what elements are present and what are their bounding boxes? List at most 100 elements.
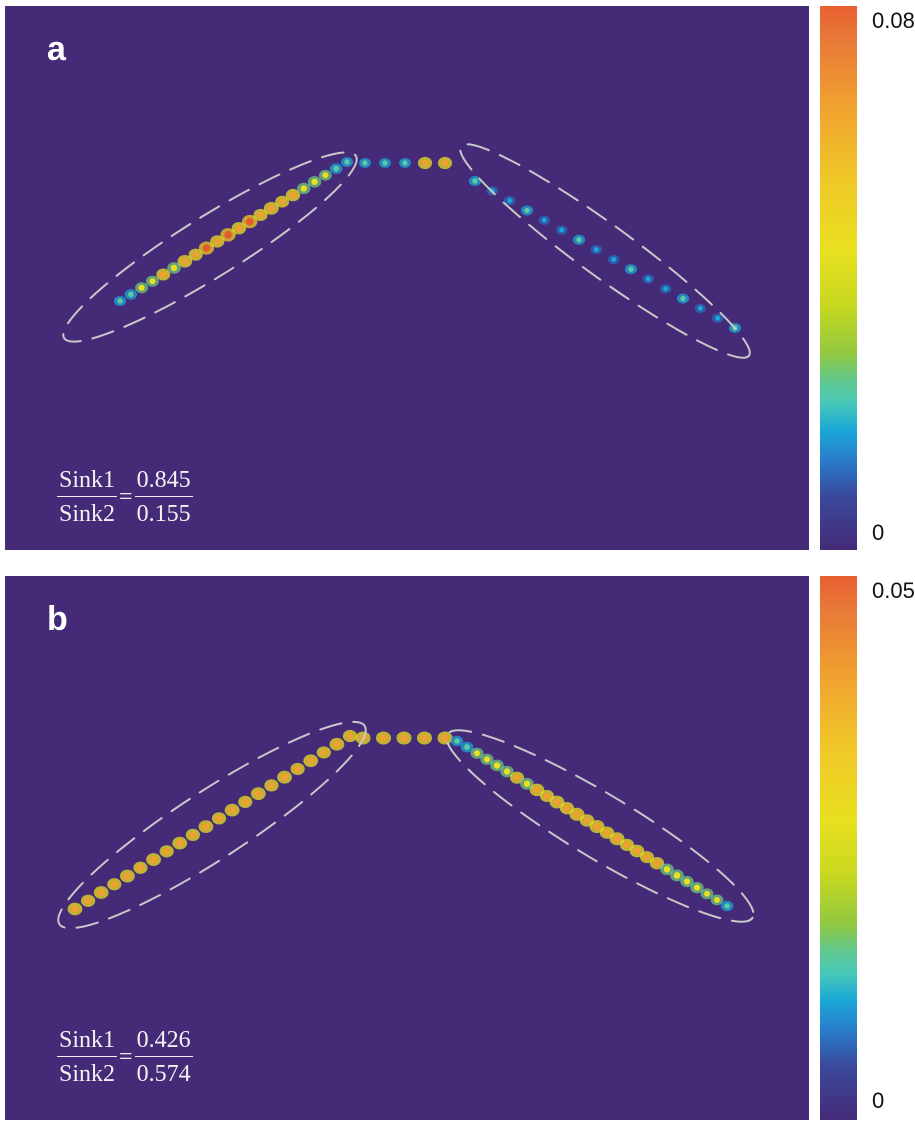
light-spot-core (628, 266, 634, 272)
light-spot-core (333, 165, 340, 172)
light-spot-core (268, 782, 275, 789)
light-spot-core (421, 159, 429, 167)
light-spot-core (503, 768, 511, 775)
light-spot-core (322, 172, 329, 179)
light-spot-core (163, 847, 171, 855)
light-spot-core (138, 284, 145, 291)
light-spot-core (280, 773, 289, 781)
light-spot-core (523, 780, 531, 788)
light-spot-core (294, 765, 302, 773)
colorbar-gradient (820, 576, 857, 1120)
light-spot-core (202, 244, 211, 252)
light-spot-core (362, 160, 368, 166)
light-spot-core (420, 734, 429, 742)
light-spot-core (307, 757, 315, 765)
light-spot-core (472, 178, 478, 184)
light-spot-core (583, 816, 591, 824)
right-arm-dashed-outline (445, 729, 755, 923)
light-spot-core (71, 905, 79, 913)
light-spot-core (464, 744, 470, 750)
light-spot-core (245, 217, 254, 226)
colorbar-gradient (820, 6, 857, 550)
light-spot-core (400, 734, 408, 742)
light-spot-core (603, 829, 611, 837)
light-spot-core (344, 159, 350, 165)
sink1-value: 0.426 (134, 1028, 193, 1057)
light-spot-core (593, 822, 601, 831)
light-spot-core (149, 855, 158, 864)
equals-sign: = (119, 1044, 133, 1070)
sink-label-fraction: Sink1 Sink2 (57, 468, 118, 527)
light-spot-core (613, 835, 621, 843)
light-spot-core (493, 762, 501, 769)
light-spot-core (254, 790, 262, 798)
light-spot-core (623, 841, 631, 849)
light-spot-core (110, 880, 118, 888)
light-spot-core (663, 286, 669, 292)
light-spot-core (643, 853, 651, 861)
light-spot-core (159, 271, 167, 278)
light-spot-core (224, 231, 232, 239)
light-spot-core (149, 278, 156, 285)
light-spot-core (213, 237, 221, 245)
sink1-value: 0.845 (134, 468, 193, 497)
light-spot-core (714, 896, 720, 903)
panel-label: b (47, 600, 68, 638)
light-spot-core (507, 198, 513, 204)
light-spot-core (704, 890, 710, 897)
light-spot-core (541, 217, 547, 223)
light-spot-core (559, 227, 565, 233)
panel-b-intensity-map: b Sink1 Sink2 = 0.426 0.574 (5, 576, 809, 1120)
light-spot-core (683, 878, 691, 885)
light-spot-core (235, 224, 243, 232)
light-spot-core (123, 872, 131, 880)
light-spot-core (170, 264, 178, 272)
light-spot-core (611, 256, 617, 262)
light-spot-core (697, 305, 703, 311)
light-spot-core (257, 211, 264, 219)
light-spot-core (633, 847, 641, 855)
light-spot-core (653, 859, 661, 867)
light-spot-core (680, 295, 686, 302)
light-spot-core (202, 823, 210, 831)
light-spot-core (483, 756, 491, 763)
light-spot-core (137, 864, 144, 872)
sink-label-fraction: Sink1 Sink2 (57, 1028, 118, 1087)
sink2-label: Sink2 (59, 1061, 116, 1087)
colorbar-a-max-label: 0.08 (872, 8, 915, 33)
light-spot-core (645, 276, 651, 282)
colorbar-b (820, 576, 857, 1120)
left-arm-dashed-outline (62, 151, 358, 343)
light-spot-core (715, 315, 721, 321)
light-spot-core (524, 207, 530, 214)
sink2-label: Sink2 (59, 501, 116, 527)
light-spot-core (593, 247, 599, 253)
panel-label: a (47, 30, 66, 68)
colorbar-b-max-label: 0.05 (872, 578, 915, 603)
light-spot-core (553, 798, 561, 806)
light-spot-core (543, 792, 551, 800)
light-spot-core (311, 178, 318, 186)
colorbar-a-min-label: 0 (872, 520, 885, 545)
light-spot-core (267, 204, 275, 212)
light-spot-core (241, 798, 249, 806)
light-spot-core (97, 888, 105, 897)
sink2-value: 0.155 (136, 501, 191, 527)
light-spot-core (573, 810, 581, 819)
light-spot-core (563, 804, 571, 812)
sink-value-fraction: 0.426 0.574 (134, 1028, 193, 1086)
panel-a-waveguide-plot (62, 143, 751, 359)
panel-a-intensity-map: a Sink1 Sink2 = 0.845 0.155 (5, 6, 809, 550)
light-spot-core (379, 734, 388, 742)
equals-sign: = (119, 484, 133, 510)
left-arm-dashed-outline (57, 720, 367, 930)
light-spot-core (117, 298, 123, 304)
light-spot-core (176, 839, 184, 847)
light-spot-core (533, 786, 541, 794)
sink-value-fraction: 0.845 0.155 (134, 468, 193, 527)
colorbar-b-min-label: 0 (872, 1088, 885, 1113)
light-spot-core (320, 749, 328, 756)
light-spot-core (673, 872, 681, 879)
sink1-label: Sink1 (57, 1028, 118, 1057)
light-spot-core (441, 159, 449, 167)
